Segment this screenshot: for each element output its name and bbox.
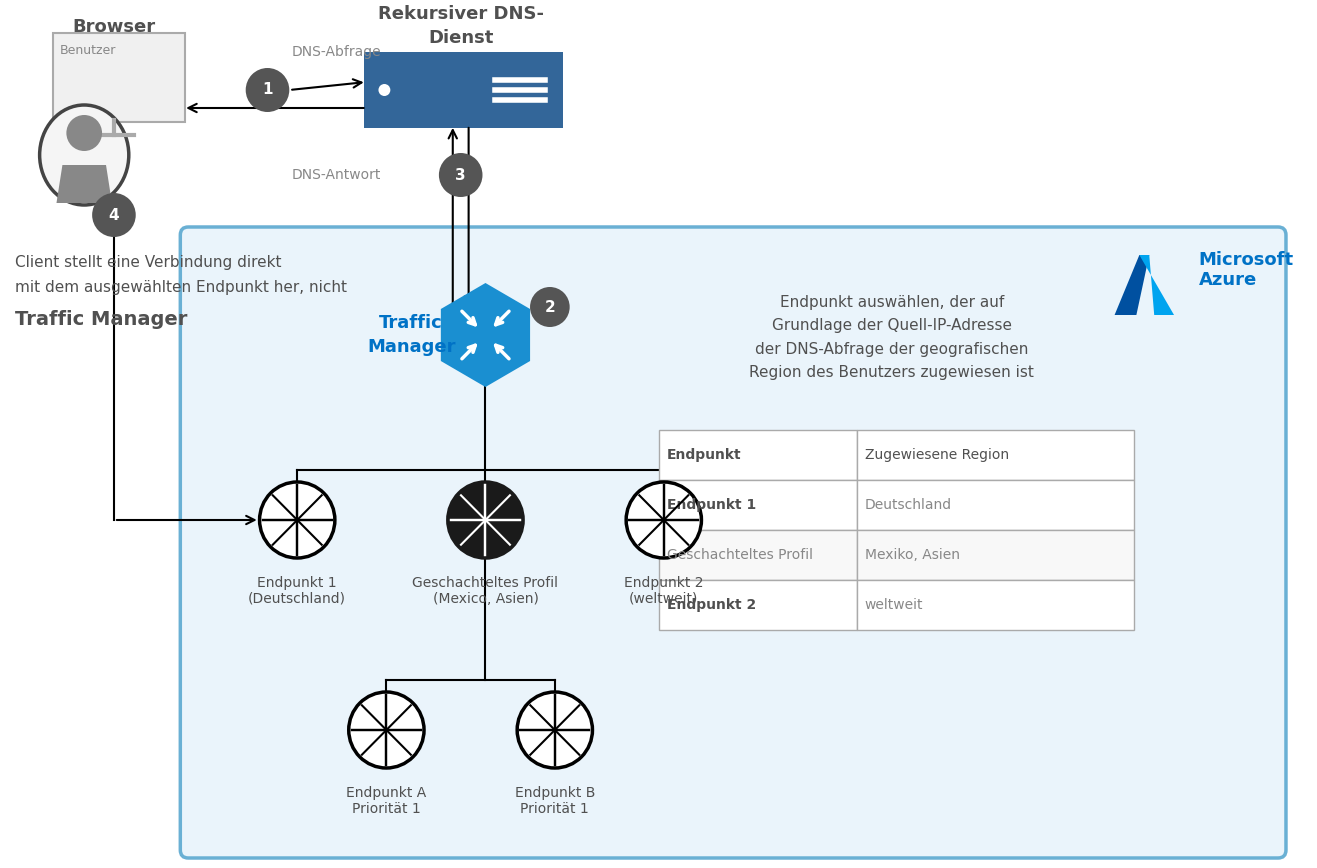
Polygon shape <box>57 165 112 203</box>
Text: Priorität 1: Priorität 1 <box>520 802 589 816</box>
Text: Traffic: Traffic <box>379 314 443 332</box>
Text: (Mexico, Asien): (Mexico, Asien) <box>432 592 539 606</box>
Circle shape <box>448 482 523 558</box>
Text: mit dem ausgewählten Endpunkt her, nicht: mit dem ausgewählten Endpunkt her, nicht <box>14 280 346 295</box>
Text: Endpunkt 2: Endpunkt 2 <box>666 598 756 612</box>
Bar <box>857 480 1134 530</box>
Circle shape <box>518 692 593 768</box>
Bar <box>857 430 1134 480</box>
Polygon shape <box>1114 255 1150 315</box>
Text: 1: 1 <box>262 82 273 97</box>
Circle shape <box>259 482 335 558</box>
Bar <box>658 530 857 580</box>
Text: Endpunkt 1: Endpunkt 1 <box>666 498 756 512</box>
Circle shape <box>349 692 424 768</box>
Text: Endpunkt B: Endpunkt B <box>515 786 595 800</box>
Text: Rekursiver DNS-
Dienst: Rekursiver DNS- Dienst <box>378 5 544 47</box>
Bar <box>857 530 1134 580</box>
Text: 2: 2 <box>544 299 556 314</box>
Text: 3: 3 <box>456 168 466 182</box>
Ellipse shape <box>40 105 129 205</box>
Text: Benutzer: Benutzer <box>59 44 116 57</box>
Text: Endpunkt 2: Endpunkt 2 <box>624 576 703 590</box>
Text: Endpunkt auswählen, der auf
Grundlage der Quell-IP-Adresse
der DNS-Abfrage der g: Endpunkt auswählen, der auf Grundlage de… <box>749 295 1034 380</box>
Text: Manager: Manager <box>367 338 456 356</box>
Circle shape <box>378 84 390 96</box>
Polygon shape <box>1139 255 1173 315</box>
Text: Deutschland: Deutschland <box>865 498 952 512</box>
Circle shape <box>529 287 570 327</box>
Text: Azure: Azure <box>1198 271 1256 289</box>
Circle shape <box>626 482 702 558</box>
Text: Microsoft: Microsoft <box>1198 251 1293 269</box>
Text: Endpunkt A: Endpunkt A <box>346 786 427 800</box>
Text: 4: 4 <box>108 207 120 222</box>
Bar <box>658 430 857 480</box>
Bar <box>658 580 857 630</box>
Text: Endpunkt: Endpunkt <box>666 448 741 462</box>
Text: (Deutschland): (Deutschland) <box>248 592 346 606</box>
Text: Geschachteltes Profil: Geschachteltes Profil <box>666 548 813 562</box>
FancyBboxPatch shape <box>363 52 562 128</box>
Bar <box>658 480 857 530</box>
Text: weltweit: weltweit <box>865 598 923 612</box>
Bar <box>857 580 1134 630</box>
FancyBboxPatch shape <box>53 33 186 122</box>
Circle shape <box>439 153 482 197</box>
Text: DNS-Abfrage: DNS-Abfrage <box>292 45 382 59</box>
Text: Geschachteltes Profil: Geschachteltes Profil <box>412 576 558 590</box>
Text: (weltweit): (weltweit) <box>630 592 698 606</box>
Text: Client stellt eine Verbindung direkt: Client stellt eine Verbindung direkt <box>14 255 282 270</box>
Text: DNS-Antwort: DNS-Antwort <box>292 168 382 182</box>
FancyBboxPatch shape <box>180 227 1285 858</box>
Circle shape <box>66 115 101 151</box>
Text: Traffic Manager: Traffic Manager <box>14 310 187 329</box>
Text: Mexiko, Asien: Mexiko, Asien <box>865 548 960 562</box>
Circle shape <box>246 68 290 112</box>
Text: Browser: Browser <box>72 18 155 36</box>
Circle shape <box>92 193 136 237</box>
Text: Endpunkt 1: Endpunkt 1 <box>257 576 337 590</box>
Text: Priorität 1: Priorität 1 <box>352 802 420 816</box>
Polygon shape <box>441 283 529 387</box>
Text: Zugewiesene Region: Zugewiesene Region <box>865 448 1009 462</box>
